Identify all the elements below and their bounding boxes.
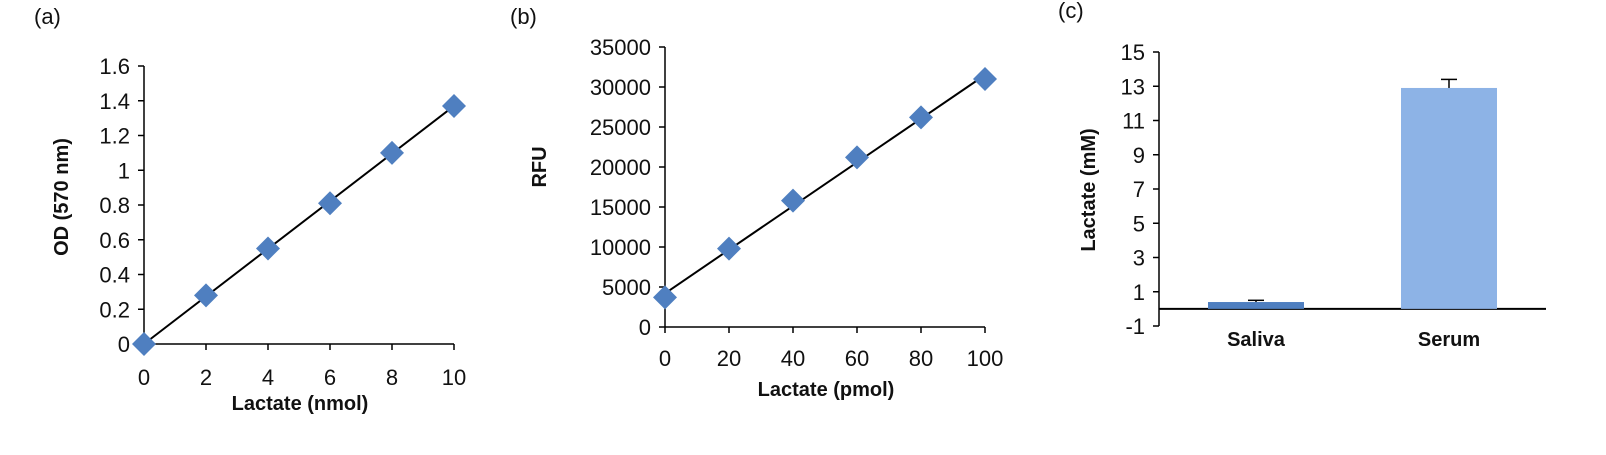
panel-a-x-tick-label: 8 — [386, 365, 398, 390]
panel-a-data-point — [380, 140, 404, 165]
panel-b-marks: 0 5000 10000 15000 20000 25000 30000 35000 0 20 40… — [590, 35, 1004, 371]
panel-b-y-tick-label: 15000 — [590, 195, 651, 220]
panel-a-chart: (a) OD (570 nm) Lactate (nmol) 0 0.2 0.4 0.… — [34, 4, 466, 415]
panel-b-data-point — [653, 285, 677, 310]
panel-c-label: (c) — [1058, 0, 1084, 23]
panel-a-y-tick-label: 1.4 — [99, 89, 130, 114]
panel-a-x-tick-label: 10 — [442, 365, 466, 390]
panel-b-x-tick-label: 100 — [967, 346, 1004, 371]
panel-c-y-axis-title: Lactate (mM) — [1078, 128, 1100, 251]
panel-a-y-tick-label: 0.2 — [99, 297, 130, 322]
panel-b-x-tick-label: 80 — [909, 346, 933, 371]
panel-b-trendline — [664, 74, 986, 295]
panel-b-x-tick-label: 0 — [659, 346, 671, 371]
panel-c-y-tick-label: 7 — [1133, 177, 1145, 202]
panel-b-data-point — [973, 67, 997, 91]
panel-c-y-tick-label: 13 — [1121, 74, 1145, 99]
panel-b-y-tick-label: 20000 — [590, 155, 651, 180]
panel-c-bar-saliva — [1208, 302, 1304, 309]
panel-a-y-tick-label: 0 — [118, 332, 130, 357]
panel-a-x-tick-label: 6 — [324, 365, 336, 390]
panel-b-y-axis-title: RFU — [529, 146, 551, 187]
panel-c-y-tick-label: 1 — [1133, 280, 1145, 305]
panel-b-x-tick-label: 40 — [781, 346, 805, 371]
panel-b-x-tick-label: 20 — [717, 346, 741, 371]
panel-c-category-label: Serum — [1418, 329, 1480, 351]
panel-b-data-point — [845, 145, 869, 170]
panel-b-data-point — [781, 188, 805, 213]
panel-a-y-tick-label: 0.6 — [99, 228, 130, 253]
panel-a-y-tick-label: 1.6 — [99, 54, 130, 79]
panel-b-x-tick-label: 60 — [845, 346, 869, 371]
panel-b-y-tick-label: 35000 — [590, 35, 651, 60]
panel-a-data-point — [132, 332, 156, 356]
panel-b-label: (b) — [510, 4, 537, 29]
panel-a-x-axis-title: Lactate (nmol) — [232, 393, 369, 415]
panel-a-data-point — [194, 283, 218, 308]
panel-c-category-label: Saliva — [1227, 329, 1286, 351]
panel-a-x-tick-label: 4 — [262, 365, 274, 390]
panel-a-y-axis-title: OD (570 nm) — [51, 138, 73, 256]
panel-b-y-tick-label: 10000 — [590, 235, 651, 260]
panel-b-y-tick-label: 25000 — [590, 115, 651, 140]
panel-a-y-tick-label: 1.2 — [99, 124, 130, 149]
panel-c-y-tick-label: 15 — [1121, 40, 1145, 65]
panel-b-chart: (b) RFU Lactate (pmol) 0 5000 10000 15000 20… — [510, 4, 1003, 401]
panel-a-x-tick-label: 0 — [138, 365, 150, 390]
panel-c-y-tick-label: 5 — [1133, 211, 1145, 236]
panel-a-data-point — [256, 236, 280, 261]
panel-b-y-tick-label: 5000 — [602, 275, 651, 300]
panel-a-y-tick-label: 1 — [118, 158, 130, 183]
panel-b-data-point — [717, 236, 741, 261]
panel-c-bar-serum — [1401, 87, 1497, 309]
panel-c-y-tick-label: 3 — [1133, 246, 1145, 271]
panel-a-x-tick-label: 2 — [200, 365, 212, 390]
panel-b-data-point — [909, 105, 933, 130]
panel-b-x-axis-title: Lactate (pmol) — [758, 379, 895, 401]
panel-a-y-tick-label: 0.4 — [99, 263, 130, 288]
panel-a-data-point — [318, 191, 342, 216]
panel-a-trendline — [143, 105, 455, 345]
panel-b-y-tick-label: 30000 — [590, 75, 651, 100]
panel-c-y-tick-label: 9 — [1133, 143, 1145, 168]
panel-b-y-tick-label: 0 — [639, 315, 651, 340]
panel-c-y-tick-label: -1 — [1125, 314, 1145, 339]
panel-c-y-tick-label: 11 — [1122, 109, 1145, 134]
panel-a-label: (a) — [34, 4, 61, 29]
panel-a-marks: 0 0.2 0.4 0.6 0.8 1 1.2 1.4 1.6 0 2 4 6 8 10 — [99, 54, 466, 390]
panel-a-y-tick-label: 0.8 — [99, 193, 130, 218]
panel-a-data-point — [442, 93, 466, 118]
